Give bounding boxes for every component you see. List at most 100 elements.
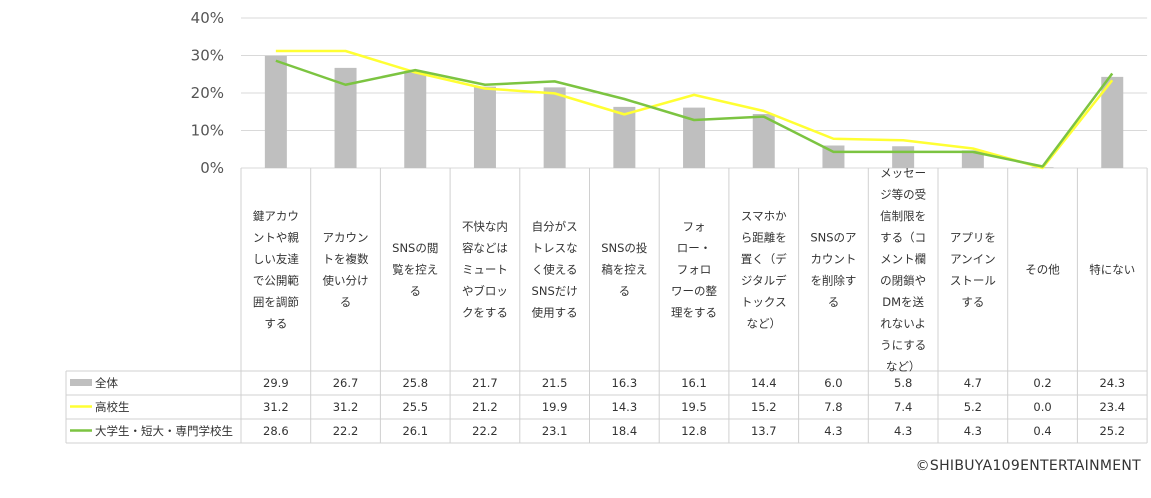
category-label: ントや親 bbox=[253, 230, 299, 244]
category-label: ロー・ bbox=[677, 241, 712, 255]
table-cell: 5.2 bbox=[964, 400, 982, 414]
row-label: 全体 bbox=[95, 376, 118, 390]
category-label: アプリを bbox=[950, 230, 996, 244]
y-tick-label: 30% bbox=[191, 47, 224, 65]
category-label: トックス bbox=[741, 295, 787, 309]
table-cell: 0.2 bbox=[1033, 376, 1051, 390]
category-label: の閉鎖や bbox=[880, 273, 926, 287]
table-cell: 31.2 bbox=[263, 400, 289, 414]
category-label: 囲を調節 bbox=[253, 295, 299, 309]
category-label: など） bbox=[886, 359, 921, 373]
table-cell: 25.5 bbox=[402, 400, 428, 414]
category-label: 鍵アカウ bbox=[253, 209, 299, 223]
bar bbox=[752, 114, 775, 168]
category-label: アンイン bbox=[950, 252, 996, 266]
category-label: アカウン bbox=[323, 230, 369, 244]
category-label: ジ等の受 bbox=[880, 187, 926, 201]
table-cell: 7.4 bbox=[894, 400, 912, 414]
table-cell: 21.2 bbox=[472, 400, 498, 414]
bar bbox=[473, 86, 496, 168]
category-label: 自分がス bbox=[532, 220, 578, 234]
copyright-text: ©SHIBUYA109ENTERTAINMENT bbox=[915, 458, 1141, 474]
table-cell: 18.4 bbox=[612, 424, 638, 438]
table-cell: 4.3 bbox=[894, 424, 912, 438]
category-label: カウント bbox=[810, 252, 856, 266]
category-label: トを複数 bbox=[323, 252, 369, 266]
category-label: 稿を控え bbox=[601, 263, 647, 277]
table-cell: 4.7 bbox=[964, 376, 982, 390]
table-cell: 15.2 bbox=[751, 400, 777, 414]
table-cell: 31.2 bbox=[333, 400, 359, 414]
table-cell: 5.8 bbox=[894, 376, 912, 390]
category-label: SNSだけ bbox=[532, 284, 578, 298]
table-cell: 29.9 bbox=[263, 376, 289, 390]
table-cell: 19.9 bbox=[542, 400, 568, 414]
category-label: する bbox=[264, 316, 287, 330]
legend-swatch bbox=[70, 379, 92, 386]
category-label: SNSの投 bbox=[601, 241, 648, 255]
category-label: る bbox=[340, 295, 352, 309]
category-label: する（コ bbox=[880, 230, 926, 244]
bar bbox=[892, 146, 915, 168]
category-label: 信制限を bbox=[880, 209, 926, 223]
series-line bbox=[275, 49, 1114, 170]
category-label: メント欄 bbox=[880, 252, 926, 266]
table-cell: 22.2 bbox=[333, 424, 359, 438]
y-tick-label: 10% bbox=[191, 122, 224, 140]
category-label: ら距離を bbox=[741, 230, 787, 244]
row-label: 大学生・短大・専門学校生 bbox=[95, 424, 233, 438]
table-cell: 4.3 bbox=[964, 424, 982, 438]
table-cell: 28.6 bbox=[263, 424, 289, 438]
category-label: トレスな bbox=[532, 241, 578, 255]
table-cell: 23.1 bbox=[542, 424, 568, 438]
category-label: スマホか bbox=[741, 209, 787, 223]
y-tick-label: 20% bbox=[191, 84, 224, 102]
category-label: など） bbox=[747, 316, 782, 330]
bar bbox=[1101, 76, 1124, 168]
category-label: やブロッ bbox=[462, 284, 508, 298]
table-cell: 4.3 bbox=[824, 424, 842, 438]
category-label: DMを送 bbox=[882, 295, 924, 309]
y-tick-label: 40% bbox=[191, 9, 224, 27]
table-cell: 25.8 bbox=[402, 376, 428, 390]
table-cell: 14.3 bbox=[612, 400, 638, 414]
category-label: 不快な内 bbox=[462, 220, 508, 234]
table-cell: 21.5 bbox=[542, 376, 568, 390]
table-cell: 0.4 bbox=[1033, 424, 1051, 438]
table-cell: 26.1 bbox=[402, 424, 428, 438]
table-cell: 23.4 bbox=[1099, 400, 1125, 414]
category-label: る bbox=[410, 284, 422, 298]
table-cell: 25.2 bbox=[1099, 424, 1125, 438]
table-cell: 12.8 bbox=[681, 424, 707, 438]
category-label: 理をする bbox=[671, 306, 717, 320]
category-label: メッセー bbox=[880, 166, 926, 180]
category-label: ストール bbox=[950, 273, 996, 287]
table-cell: 21.7 bbox=[472, 376, 498, 390]
table-cell: 14.4 bbox=[751, 376, 777, 390]
bar bbox=[613, 106, 636, 168]
category-label: フォ bbox=[683, 220, 706, 234]
category-label: で公開範 bbox=[253, 273, 299, 287]
category-label: 使用する bbox=[532, 306, 578, 320]
bar bbox=[961, 150, 984, 168]
table-cell: 16.1 bbox=[681, 376, 707, 390]
table-cell: 26.7 bbox=[333, 376, 359, 390]
table-cell: 22.2 bbox=[472, 424, 498, 438]
category-label: ジタルデ bbox=[741, 273, 787, 287]
category-label: うにする bbox=[880, 338, 926, 352]
category-label: 覧を控え bbox=[392, 263, 438, 277]
category-label: 容などは bbox=[462, 241, 508, 255]
category-label: 置く（デ bbox=[741, 252, 787, 266]
row-label: 高校生 bbox=[95, 400, 130, 414]
category-label: る bbox=[828, 295, 840, 309]
table-cell: 13.7 bbox=[751, 424, 777, 438]
category-label: ミュート bbox=[462, 263, 508, 277]
y-tick-label: 0% bbox=[200, 159, 224, 177]
bar bbox=[334, 67, 357, 168]
table-cell: 24.3 bbox=[1099, 376, 1125, 390]
bar bbox=[683, 107, 706, 168]
category-label: SNSの閲 bbox=[392, 241, 438, 255]
category-label: 使い分け bbox=[323, 273, 369, 287]
table-cell: 16.3 bbox=[612, 376, 638, 390]
series-line bbox=[275, 59, 1114, 168]
